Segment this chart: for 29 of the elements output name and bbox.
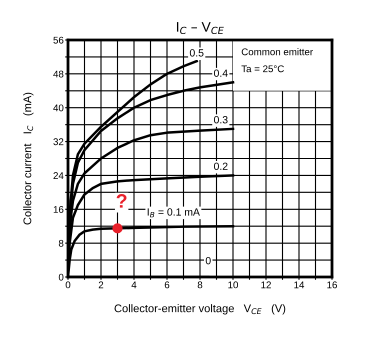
x-tick-label: 2 (98, 281, 104, 288)
series-label: 0.4 (214, 70, 228, 77)
y-tick-label: 40 (53, 104, 64, 112)
x-tick-label: 12 (261, 281, 271, 288)
annotation: ? (116, 194, 126, 208)
annotation: Common emitter (242, 48, 313, 56)
y-tick-label: 48 (53, 70, 64, 78)
y-tick-label: 16 (54, 206, 64, 213)
chart-title: I$_{C}$ – V$_{CE}$ (176, 22, 224, 34)
x-tick-label: 8 (198, 281, 202, 288)
x-tick-label: 14 (294, 282, 304, 288)
series-label: 0.2 (214, 162, 228, 170)
text: Collector current I$_{C}$ (mA) (23, 92, 34, 224)
y-tick-label: 0 (58, 274, 64, 281)
text: Collector-emitter voltage V$_{CE}$ (V) (114, 304, 286, 314)
y-tick-label: 56 (53, 36, 64, 44)
series-label: 0 (206, 256, 211, 264)
y-tick-label: 32 (53, 138, 64, 146)
series-label: 0.5 (190, 49, 204, 57)
x-tick-label: 0 (66, 281, 70, 288)
x-tick-label: 16 (327, 281, 337, 288)
y-tick-label: 8 (58, 240, 64, 247)
y-tick-label: 24 (54, 172, 64, 179)
annotation: Ta = 25°C (241, 65, 284, 72)
x-tick-label: 6 (164, 281, 170, 288)
series-label: 0.3 (214, 116, 228, 124)
x-tick-label: 4 (132, 282, 136, 288)
x-tick-label: 10 (228, 281, 238, 288)
series-label: I$_{B}$ = 0.1 mA (148, 208, 200, 218)
